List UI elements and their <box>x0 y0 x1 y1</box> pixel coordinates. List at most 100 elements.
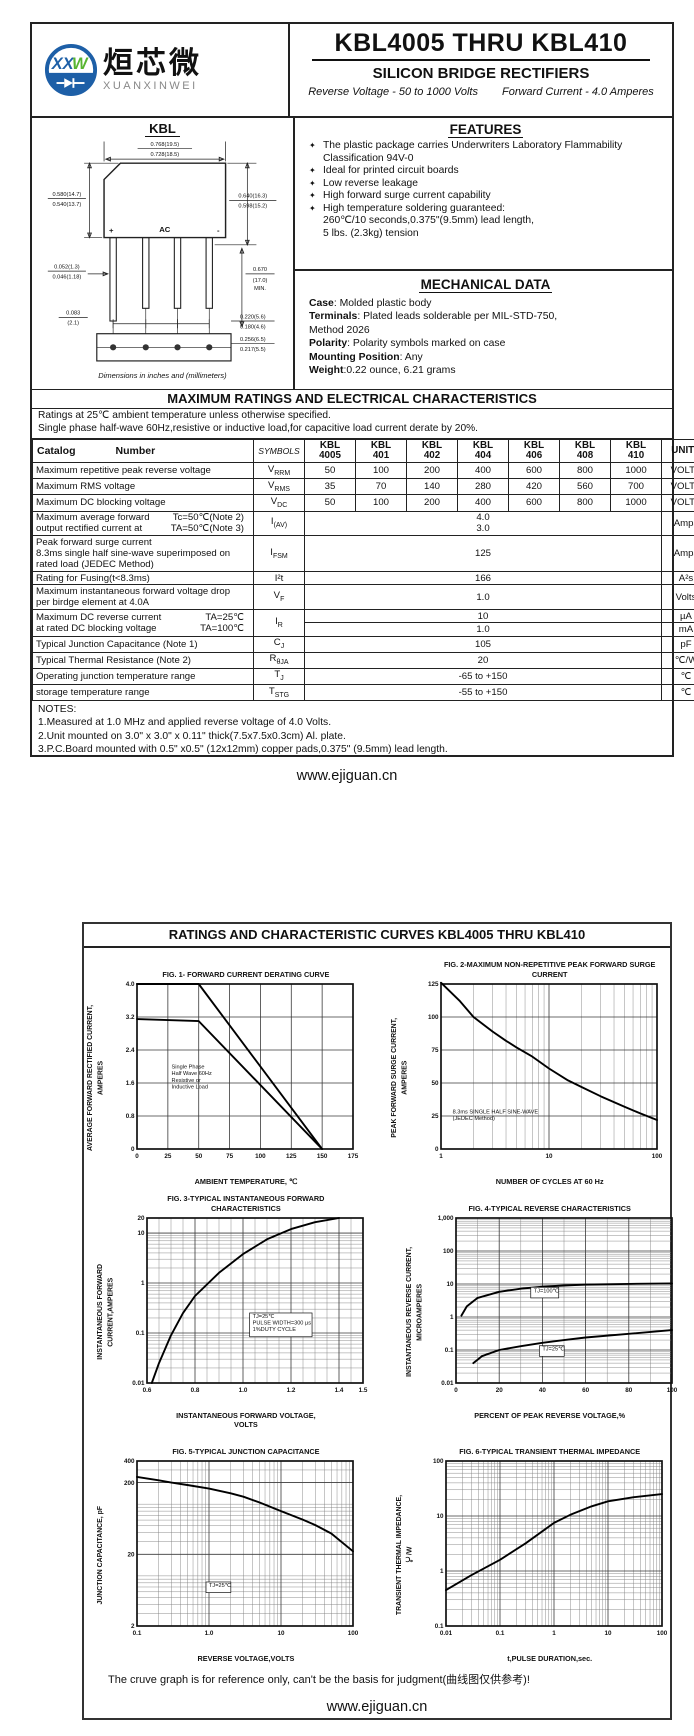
chart-body: INSTANTANEOUS FORWARD CURRENT,AMPERES TJ=… <box>96 1213 379 1410</box>
device-name-line2: 408 <box>576 449 594 461</box>
row-label: Typical Junction Capacitance (Note 1) <box>32 635 254 653</box>
svg-text:10: 10 <box>138 1230 146 1237</box>
charts-grid: FIG. 1- FORWARD CURRENT DERATING CURVE AV… <box>84 948 678 1663</box>
dim-hole-min: 0.217(5.5) <box>239 347 265 353</box>
value-line: 4.0 <box>476 512 490 524</box>
chart-x-axis-label: PERCENT OF PEAK REVERSE VOLTAGE,% <box>474 1411 626 1421</box>
bullet-icon: ✦ <box>309 178 316 188</box>
chart-title: FIG. 2-MAXIMUM NON-REPETITIVE PEAK FORWA… <box>443 960 656 979</box>
dim-top-min: 0.728(18.5) <box>150 152 179 158</box>
part-number-title: KBL4005 THRU KBL410 <box>334 29 628 57</box>
svg-text:50: 50 <box>195 1153 203 1160</box>
row-label: Maximum RMS voltage <box>32 478 254 496</box>
device-name-line1: KBL <box>625 439 647 451</box>
symbol-main: T <box>268 685 275 697</box>
svg-text:1.4: 1.4 <box>335 1387 344 1394</box>
fig3-instantaneous-forward-chart: FIG. 3-TYPICAL INSTANTANEOUS FORWARD CHA… <box>86 1194 390 1429</box>
symbol-subscript: (AV) <box>273 522 288 530</box>
symbol-main: V <box>268 479 275 491</box>
catalog-number-header: Catalog Number <box>32 438 254 464</box>
label-line: Maximum RMS voltage <box>36 481 136 493</box>
value-line: 3.0 <box>476 523 490 535</box>
row-value: 1.0 <box>304 584 662 611</box>
device-name-line1: KBL <box>319 439 341 451</box>
svg-text:Single Phase: Single Phase <box>171 1065 204 1071</box>
row-symbol: RθJA <box>253 651 305 669</box>
row-symbol: TJ <box>253 667 305 686</box>
chart-canvas: TJ=100℃ TJ=25℃ 0 20 40 60 80 100 0.01 0.1 1 10 100 1,… <box>426 1213 678 1410</box>
dim-lead-length-min-label: MIN. <box>254 286 266 292</box>
ratings-conditions: Ratings at 25℃ ambient temperature unles… <box>32 409 672 439</box>
svg-text:0: 0 <box>454 1387 458 1394</box>
bullet-icon: ✦ <box>309 203 316 213</box>
fig4-reverse-characteristics-chart: FIG. 4-TYPICAL REVERSE CHARACTERISTICS IN… <box>390 1194 694 1429</box>
label-line: per birdge element at 4.0A <box>36 597 150 609</box>
mechanical-row: Case: Molded plastic body <box>309 297 432 309</box>
logo-icon: XX W <box>44 43 98 97</box>
chart-body: AVERAGE FORWARD RECTIFIED CURRENT, AMPER… <box>86 979 390 1176</box>
title-block: KBL4005 THRU KBL410 SILICON BRIDGE RECTI… <box>290 24 672 116</box>
row-value: 800 <box>559 494 611 512</box>
svg-text:(JEDEC Method): (JEDEC Method) <box>452 1116 494 1122</box>
chart-canvas: 8.3ms SINGLE HALF SINE-WAVE (JEDEC Method… <box>411 979 663 1176</box>
svg-text:100: 100 <box>428 1014 439 1021</box>
row-value: 50 <box>304 494 356 512</box>
row-value: 600 <box>508 494 560 512</box>
mechanical-label: Terminals <box>309 311 358 323</box>
logo-company-cn: 烜芯微 <box>103 46 202 80</box>
curves-disclaimer: The cruve graph is for reference only, c… <box>108 1674 530 1687</box>
symbol-subscript: R <box>277 621 283 629</box>
svg-text:1: 1 <box>440 1569 444 1576</box>
table-row: Maximum instantaneous forward voltage dr… <box>32 584 694 611</box>
row-value: 200 <box>406 494 458 512</box>
device-name-line1: KBL <box>370 439 392 451</box>
symbol-main: R <box>269 653 277 665</box>
dim-lead-length: 0.670 <box>253 267 267 273</box>
logo-xx: XX <box>51 55 75 73</box>
row-value: 70 <box>355 478 407 496</box>
row-value: 100 <box>355 494 407 512</box>
chart-y-axis-label: INSTANTANEOUS FORWARD CURRENT,AMPERES <box>97 1263 115 1360</box>
row-value: 1.0 <box>304 622 662 637</box>
row-symbol: I(AV) <box>253 510 305 537</box>
mechanical-row: Polarity: Polarity symbols marked on cas… <box>309 338 506 350</box>
label-left: Maximum average forward <box>36 512 150 524</box>
row-value: 280 <box>457 478 509 496</box>
dim-lead-length-mm: (17.0) <box>252 278 267 284</box>
row-value: 35 <box>304 478 356 496</box>
table-row: Maximum average forward Tc=50℃(Note 2) out… <box>32 510 694 537</box>
svg-text:50: 50 <box>431 1080 439 1087</box>
row-value: 560 <box>559 478 611 496</box>
diode-icon <box>64 78 73 88</box>
mechanical-row: Method 2026 <box>309 324 370 336</box>
package-name: KBL <box>32 121 293 137</box>
row-label: Maximum average forward Tc=50℃(Note 2) out… <box>32 510 254 537</box>
svg-text:1.0: 1.0 <box>204 1630 213 1637</box>
row-units: VOLTS <box>661 478 694 496</box>
row-label: Peak forward surge current 8.3ms single h… <box>32 535 254 573</box>
row-value: 400 <box>457 462 509 480</box>
row-label: Maximum DC blocking voltage <box>32 494 254 512</box>
logo-company-en: XUANXINWEI <box>103 79 198 92</box>
device-column-header: KBL 406 <box>508 438 560 464</box>
subtitle: SILICON BRIDGE RECTIFIERS <box>372 65 590 82</box>
svg-text:1%DUTY CYCLE: 1%DUTY CYCLE <box>253 1327 297 1333</box>
svg-text:100: 100 <box>667 1387 678 1394</box>
device-column-header: KBL 410 <box>610 438 662 464</box>
svg-text:Inductive Load: Inductive Load <box>171 1084 207 1090</box>
dim-offset: 0.083 <box>66 311 80 317</box>
label-line: Operating junction temperature range <box>36 670 196 682</box>
table-row: Maximum DC blocking voltage VDC 50 100 200 40… <box>32 494 694 512</box>
svg-text:20: 20 <box>496 1387 504 1394</box>
table-row: Operating junction temperature range TJ -6… <box>32 667 694 686</box>
svg-text:10: 10 <box>436 1514 444 1521</box>
row-value: 166 <box>304 571 662 586</box>
row-value: 4.0 3.0 <box>304 510 662 537</box>
label-line: Maximum DC reverse current TA=25℃ <box>36 612 250 623</box>
chart-body: PEAK FORWARD SURGE CURRENT, AMPERES 8.3ms… <box>390 979 694 1176</box>
symbols-header: SYMBOLS <box>253 438 305 464</box>
svg-text:Half Wave 60Hz: Half Wave 60Hz <box>171 1071 211 1077</box>
row-symbol: VRRM <box>253 462 305 480</box>
svg-text:20: 20 <box>127 1552 135 1559</box>
svg-text:20: 20 <box>138 1215 146 1222</box>
